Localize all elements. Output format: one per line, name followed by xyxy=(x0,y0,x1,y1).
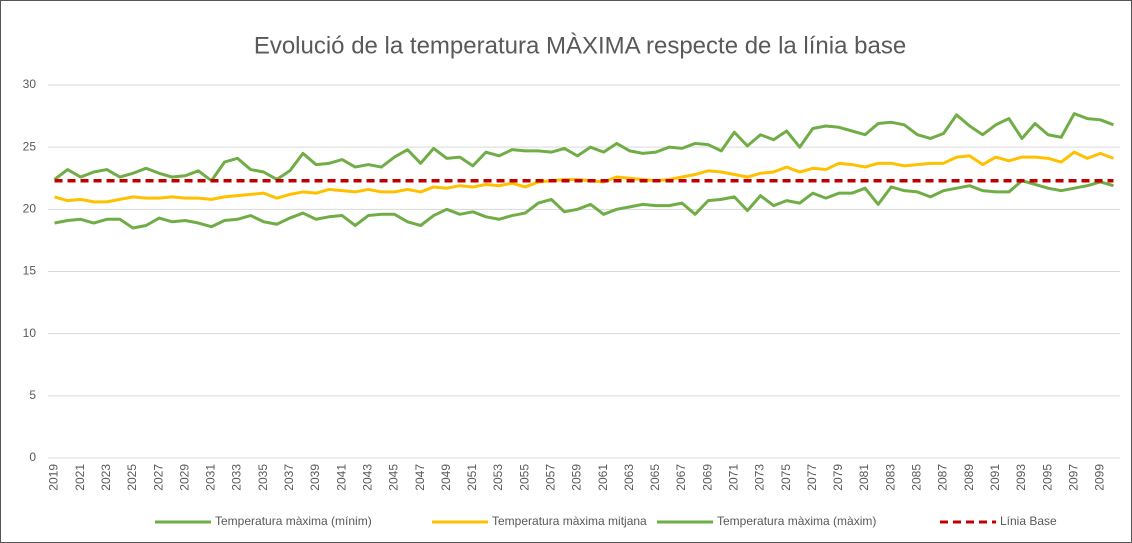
x-tick-label: 2029 xyxy=(177,464,191,491)
x-tick-label: 2093 xyxy=(1014,464,1028,491)
x-tick-label: 2031 xyxy=(204,464,218,491)
x-tick-label: 2045 xyxy=(387,464,401,491)
x-tick-label: 2061 xyxy=(596,464,610,491)
x-tick-label: 2081 xyxy=(857,464,871,491)
x-tick-label: 2077 xyxy=(805,464,819,491)
x-tick-label: 2063 xyxy=(622,464,636,491)
x-tick-label: 2021 xyxy=(73,464,87,491)
x-tick-label: 2041 xyxy=(334,464,348,491)
y-tick-label: 30 xyxy=(23,77,37,91)
y-tick-label: 5 xyxy=(29,388,36,402)
x-tick-label: 2097 xyxy=(1066,464,1080,491)
x-tick-label: 2033 xyxy=(230,464,244,491)
y-tick-label: 10 xyxy=(23,326,37,340)
x-tick-label: 2051 xyxy=(465,464,479,491)
x-tick-label: 2047 xyxy=(413,464,427,491)
y-tick-label: 20 xyxy=(23,202,37,216)
legend-label: Temperatura màxima (màxim) xyxy=(717,514,876,528)
x-tick-label: 2023 xyxy=(99,464,113,491)
x-tick-label: 2055 xyxy=(517,464,531,491)
x-tick-label: 2073 xyxy=(753,464,767,491)
legend-label: Temperatura màxima mitjana xyxy=(492,514,647,528)
x-tick-label: 2091 xyxy=(988,464,1002,491)
x-tick-label: 2095 xyxy=(1040,464,1054,491)
x-tick-label: 2057 xyxy=(543,464,557,491)
x-tick-label: 2039 xyxy=(308,464,322,491)
y-tick-label: 15 xyxy=(23,264,37,278)
x-tick-label: 2053 xyxy=(491,464,505,491)
x-tick-label: 2027 xyxy=(151,464,165,491)
x-tick-label: 2075 xyxy=(779,464,793,491)
series-line xyxy=(54,150,1114,204)
x-tick-label: 2069 xyxy=(700,464,714,491)
x-tick-label: 2035 xyxy=(256,464,270,491)
legend-label: Temperatura màxima (mínim) xyxy=(215,514,372,528)
series-line xyxy=(54,179,1114,230)
x-tick-label: 2089 xyxy=(962,464,976,491)
x-tick-label: 2065 xyxy=(648,464,662,491)
x-tick-label: 2071 xyxy=(727,464,741,491)
x-tick-label: 2019 xyxy=(47,464,61,491)
legend-label: Línia Base xyxy=(1000,514,1057,528)
x-tick-label: 2059 xyxy=(570,464,584,491)
y-tick-label: 25 xyxy=(23,139,37,153)
x-tick-label: 2025 xyxy=(125,464,139,491)
x-tick-label: 2067 xyxy=(674,464,688,491)
x-tick-label: 2079 xyxy=(831,464,845,491)
x-tick-label: 2037 xyxy=(282,464,296,491)
x-tick-label: 2043 xyxy=(360,464,374,491)
x-tick-label: 2049 xyxy=(439,464,453,491)
x-tick-label: 2083 xyxy=(883,464,897,491)
x-tick-label: 2085 xyxy=(910,464,924,491)
series-line xyxy=(53,112,1114,183)
x-tick-label: 2099 xyxy=(1093,464,1107,491)
chart-title: Evolució de la temperatura MÀXIMA respec… xyxy=(254,32,906,59)
y-tick-label: 0 xyxy=(29,450,36,464)
x-tick-label: 2087 xyxy=(936,464,950,491)
